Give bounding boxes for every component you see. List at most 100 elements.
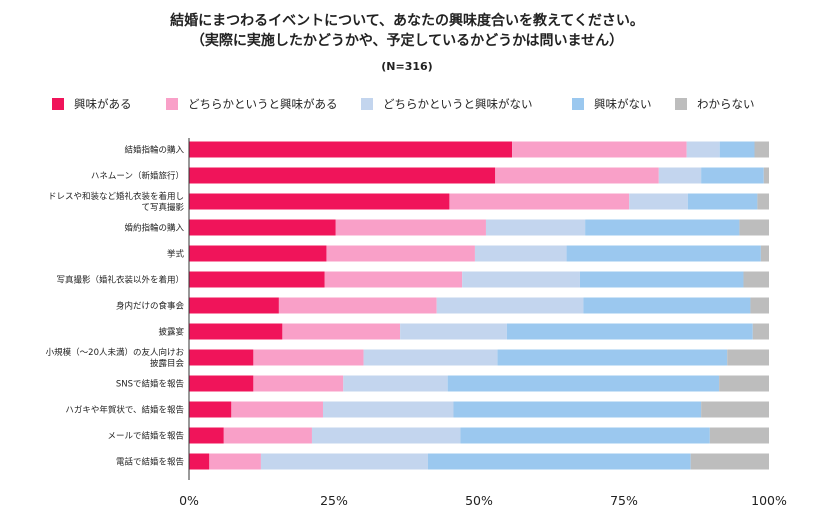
bar-segment xyxy=(506,323,753,340)
legend-swatch xyxy=(572,98,584,110)
bar-segment xyxy=(189,167,496,184)
bar-segment xyxy=(719,141,755,158)
y-tick-label: ハネムーン（新婚旅行） xyxy=(91,171,184,182)
bar-segment xyxy=(311,427,461,444)
y-tick-label: 婚約指輪の購入 xyxy=(124,223,184,234)
bar-segment xyxy=(752,323,769,340)
bar-segment xyxy=(189,401,232,418)
bar-segment xyxy=(447,375,720,392)
bar-segment xyxy=(512,141,687,158)
bar-segment xyxy=(436,297,584,314)
y-tick-label: ハガキや年賀状で、結婚を報告 xyxy=(65,405,184,416)
chart-title-line-2: （実際に実施したかどうかや、予定しているかどうかは問いません） xyxy=(190,33,624,49)
bar-segment xyxy=(760,245,769,262)
y-tick-label: 結婚指輪の購入 xyxy=(124,145,184,156)
bar-segment xyxy=(189,193,450,210)
bar-segment xyxy=(739,219,769,236)
bar-segment xyxy=(583,297,751,314)
y-tick-label: 披露目会 xyxy=(150,358,185,369)
bar-segment xyxy=(253,349,364,366)
bar-segment xyxy=(579,271,744,288)
bar-segment xyxy=(189,297,279,314)
bar-segment xyxy=(750,297,769,314)
legend-label: どちらかというと興味がない xyxy=(383,97,533,111)
bar-segment xyxy=(686,141,720,158)
bar-segment xyxy=(474,245,567,262)
bar-segment xyxy=(743,271,769,288)
bar-segment xyxy=(449,193,630,210)
bar-segment xyxy=(189,271,325,288)
bar-segment xyxy=(189,349,254,366)
bar-segment xyxy=(189,141,513,158)
legend-item: どちらかというと興味がある xyxy=(166,96,338,112)
y-tick-label: SNSで結婚を報告 xyxy=(116,379,184,390)
bar-segment xyxy=(189,219,336,236)
legend-swatch xyxy=(166,98,178,110)
legend: 興味がある どちらかというと興味がある どちらかというと興味がない 興味がない わからな… xyxy=(0,96,814,112)
legend-swatch xyxy=(52,98,64,110)
x-tick-label: 25% xyxy=(320,493,348,508)
bar-segment xyxy=(189,375,254,392)
bar-segment xyxy=(322,401,454,418)
bar-segment xyxy=(453,401,702,418)
y-tick-label: 披露宴 xyxy=(158,327,184,338)
legend-item: 興味がない xyxy=(572,96,652,112)
bar-segment xyxy=(727,349,769,366)
legend-label: わからない xyxy=(697,97,755,111)
bar-segment xyxy=(719,375,769,392)
bar-segment xyxy=(400,323,507,340)
legend-label: どちらかというと興味がある xyxy=(188,97,338,111)
bar-segment xyxy=(495,167,659,184)
bar-segment xyxy=(253,375,344,392)
bar-segment xyxy=(566,245,761,262)
bar-segment xyxy=(324,271,463,288)
bar-segment xyxy=(260,453,428,470)
bar-segment xyxy=(223,427,312,444)
x-tick-label: 0% xyxy=(179,493,199,508)
bar-segment xyxy=(462,271,580,288)
x-tick-label: 50% xyxy=(465,493,493,508)
y-tick-label: 電話で結婚を報告 xyxy=(116,457,184,468)
bar-segment xyxy=(585,219,740,236)
bar-segment xyxy=(427,453,691,470)
bar-segment xyxy=(231,401,323,418)
x-tick-label: 75% xyxy=(610,493,638,508)
bar-segment xyxy=(709,427,769,444)
bar-segment xyxy=(754,141,769,158)
legend-swatch xyxy=(675,98,687,110)
bar-segment xyxy=(363,349,498,366)
y-tick-label: 身内だけの食事会 xyxy=(116,301,185,312)
bar-segment xyxy=(278,297,437,314)
bar-segment xyxy=(701,167,764,184)
y-tick-label: 写真撮影（婚礼衣装以外を着用） xyxy=(56,275,184,286)
bar-segment xyxy=(282,323,401,340)
bar-segment xyxy=(629,193,688,210)
y-tick-label: ドレスや和装など婚礼衣装を着用し xyxy=(48,191,184,202)
bar-segment xyxy=(485,219,586,236)
y-tick-label: メールで結婚を報告 xyxy=(107,431,184,442)
bar-segment xyxy=(757,193,769,210)
legend-label: 興味がある xyxy=(74,97,132,111)
chart-title-line-1: 結婚にまつわるイベントについて、あなたの興味度合いを教えてください。 xyxy=(170,13,644,29)
y-tick-label: て写真撮影 xyxy=(141,202,184,213)
y-tick-label: 小規模（～20人未満）の友人向けお xyxy=(46,347,185,358)
bar-segment xyxy=(326,245,475,262)
x-tick-label: 100% xyxy=(751,493,787,508)
bar-segment xyxy=(335,219,486,236)
bar-segment xyxy=(658,167,702,184)
bar-segment xyxy=(701,401,769,418)
legend-item: わからない xyxy=(675,96,755,112)
y-tick-label: 挙式 xyxy=(167,249,185,260)
bar-segment xyxy=(763,167,769,184)
legend-swatch xyxy=(361,98,373,110)
bar-segment xyxy=(687,193,758,210)
chart-subtitle: (N=316) xyxy=(381,60,433,73)
bar-segment xyxy=(209,453,261,470)
bar-segment xyxy=(189,323,283,340)
bar-segment xyxy=(343,375,448,392)
bar-segment xyxy=(189,453,210,470)
bar-segment xyxy=(460,427,710,444)
bar-segment xyxy=(690,453,769,470)
legend-item: どちらかというと興味がない xyxy=(361,96,533,112)
